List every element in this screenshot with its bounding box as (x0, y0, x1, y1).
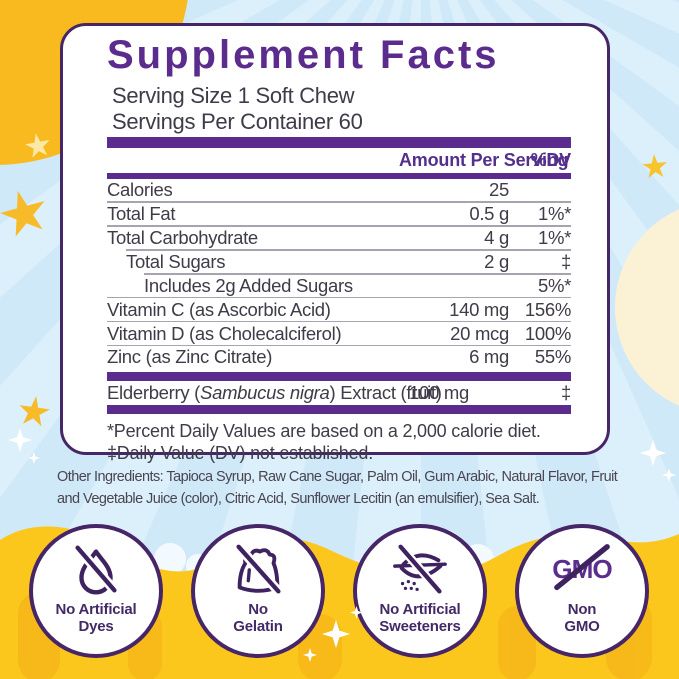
row-divider (107, 201, 571, 203)
badge-label: Dyes (78, 617, 114, 635)
badge-label: Gelatin (233, 617, 283, 635)
servings-per-container: Servings Per Container 60 (112, 108, 363, 134)
divider-bar (107, 371, 571, 381)
row-divider (107, 225, 571, 227)
row-amount: 2 g (484, 250, 509, 272)
row-dv: ‡ (561, 250, 571, 272)
row-dv: 156% (524, 298, 571, 320)
no-dyes-droplet-icon (73, 544, 119, 595)
other-ingredients-text: Other Ingredients: Tapioca Syrup, Raw Ca… (57, 469, 618, 508)
row-amount: 20 mcg (450, 322, 509, 344)
no-sweeteners-icon (393, 543, 447, 595)
badge-label: GMO (564, 617, 600, 635)
row-divider (107, 344, 571, 347)
row-dv: 1%* (537, 203, 571, 225)
row-label: Total Sugars (126, 250, 226, 272)
row-divider (144, 273, 571, 275)
row-amount: 0.5 g (469, 203, 509, 225)
serving-size: Serving Size 1 Soft Chew (112, 83, 355, 108)
row-label: Vitamin D (as Cholecalciferol) (107, 322, 342, 344)
badge-label: Sweeteners (379, 617, 461, 635)
row-amount: 100 mg (409, 381, 469, 403)
panel-title: Supplement Facts (107, 33, 500, 77)
badge-label: Non (567, 601, 597, 618)
badge-non-gmo: GMO Non GMO (515, 524, 649, 658)
row-label: Total Fat (107, 203, 176, 225)
row-divider (126, 249, 571, 251)
row-amount: 140 mg (449, 298, 509, 320)
divider-bar (107, 137, 571, 149)
column-header-amount: Amount Per Serving (399, 150, 569, 171)
row-dv: 5%* (537, 274, 571, 296)
no-gelatin-icon (235, 543, 282, 595)
badge-no-gelatin: No Gelatin (191, 524, 325, 658)
table-row: Total Sugars 2 g ‡ (107, 251, 571, 273)
table-row: Total Fat 0.5 g 1%* (107, 203, 571, 225)
row-label: Zinc (as Zinc Citrate) (107, 346, 273, 368)
row-divider (107, 320, 571, 323)
row-dv: 100% (524, 322, 571, 344)
row-label: Total Carbohydrate (107, 227, 258, 248)
row-label: Includes 2g Added Sugars (144, 274, 353, 296)
botanical-row: Elderberry (Sambucus nigra) Extract (fru… (107, 381, 571, 405)
supplement-facts-panel: Supplement Facts Serving Size 1 Soft Che… (60, 23, 610, 463)
non-gmo-icon: GMO (552, 544, 613, 591)
row-label: Calories (107, 179, 173, 201)
row-amount: 4 g (484, 227, 509, 248)
row-dv: 55% (534, 346, 571, 368)
table-header: Amount Per Serving %DV (107, 150, 571, 171)
table-row: Vitamin D (as Cholecalciferol) 20 mcg 10… (107, 322, 571, 344)
footnote: *Percent Daily Values are based on a 2,0… (107, 420, 541, 441)
footnote: ‡Daily Value (DV) not established. (107, 443, 374, 464)
badge-label: No Artificial (55, 601, 137, 618)
row-amount: 6 mg (469, 346, 509, 368)
row-label: Elderberry (Sambucus nigra) Extract (fru… (107, 381, 442, 403)
divider-bar (107, 404, 571, 414)
table-row: Zinc (as Zinc Citrate) 6 mg 55% (107, 346, 571, 368)
column-header-dv: %DV (530, 150, 572, 171)
badge-label: No Artificial (379, 601, 461, 618)
divider-bar (107, 173, 571, 180)
table-row: Calories 25 (107, 179, 571, 201)
row-label: Vitamin C (as Ascorbic Acid) (107, 298, 331, 320)
row-divider (107, 296, 571, 299)
badge-label: No (248, 601, 268, 618)
badge-no-artificial-dyes: No Artificial Dyes (29, 524, 163, 658)
table-row: Total Carbohydrate 4 g 1%* (107, 227, 571, 249)
row-dv: ‡ (561, 381, 571, 403)
row-dv: 1%* (537, 227, 571, 248)
table-row: Includes 2g Added Sugars 5%* (107, 275, 571, 297)
row-amount: 25 (489, 179, 509, 201)
table-row: Vitamin C (as Ascorbic Acid) 140 mg 156% (107, 298, 571, 320)
badge-no-artificial-sweeteners: No Artificial Sweeteners (353, 524, 487, 658)
